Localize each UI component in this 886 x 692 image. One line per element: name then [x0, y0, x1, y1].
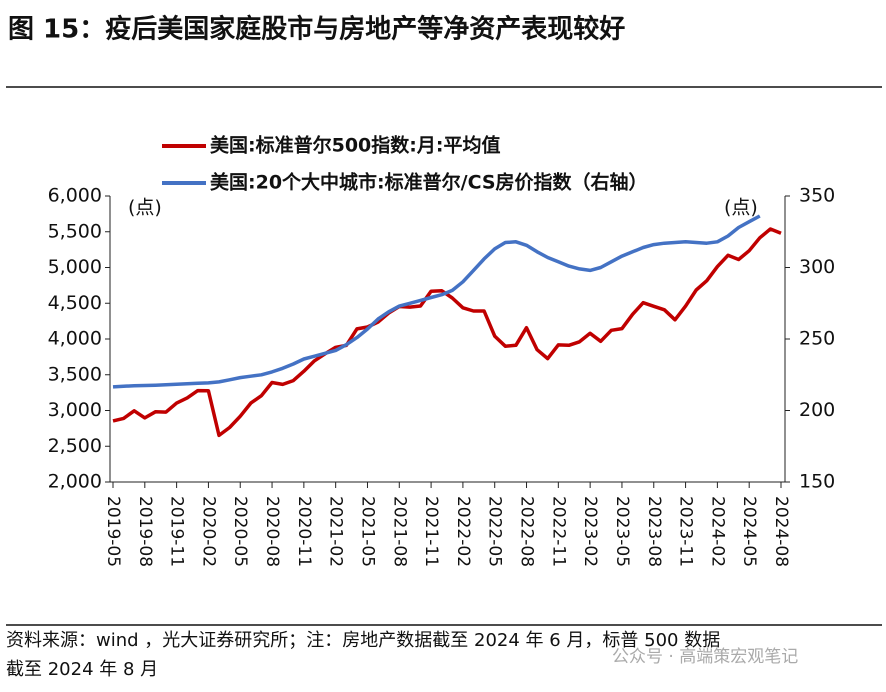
x-tick-label: 2021-11 [421, 496, 441, 567]
y-tick-label: 2,000 [48, 471, 102, 493]
x-tick-label: 2019-08 [135, 496, 155, 567]
y-tick-label: 5,500 [48, 220, 102, 242]
x-tick-label: 2024-08 [771, 496, 791, 567]
x-tick-label: 2020-11 [294, 496, 314, 567]
y-tick-label: 4,500 [48, 292, 102, 314]
x-tick-label: 2024-02 [707, 496, 727, 567]
x-tick-label: 2021-02 [326, 496, 346, 567]
x-tick-label: 2022-02 [453, 496, 473, 567]
y-tick-label: 4,000 [48, 328, 102, 350]
watermark: 公众号 · 高端策宏观笔记 [612, 647, 798, 667]
x-tick-label: 2023-02 [580, 496, 600, 567]
y-tick-label: 2,500 [48, 435, 102, 457]
y-tick-label: 5,000 [48, 256, 102, 278]
y-tick-label: 3,500 [48, 363, 102, 385]
series-line [112, 214, 761, 389]
x-tick-label: 2021-05 [357, 496, 377, 567]
legend-label: 美国:20个大中城市:标准普尔/CS房价指数（右轴） [210, 171, 648, 194]
y-unit-left: (点) [128, 197, 162, 219]
x-tick-label: 2021-08 [389, 496, 409, 567]
y2-tick-label: 300 [799, 256, 835, 278]
x-tick-label: 2023-08 [644, 496, 664, 567]
x-tick-label: 2019-11 [167, 496, 187, 567]
x-tick-label: 2020-08 [262, 496, 282, 567]
y2-tick-label: 150 [799, 471, 835, 493]
y2-tick-label: 200 [799, 399, 835, 421]
x-tick-label: 2019-05 [103, 496, 123, 567]
y2-tick-label: 250 [799, 328, 835, 350]
chart-title: 图 15：疫后美国家庭股市与房地产等净资产表现较好 [8, 14, 625, 45]
x-tick-label: 2022-11 [548, 496, 568, 567]
x-tick-label: 2023-05 [612, 496, 632, 567]
x-tick-label: 2022-08 [517, 496, 537, 567]
y2-tick-label: 350 [799, 185, 835, 207]
legend-label: 美国:标准普尔500指数:月:平均值 [210, 134, 500, 157]
x-tick-label: 2020-02 [198, 496, 218, 567]
x-tick-label: 2023-11 [676, 496, 696, 567]
source-text: 资料来源：wind ，光大证券研究所；注：房地产数据截至 2024 年 6 月，… [6, 630, 720, 651]
y-tick-label: 6,000 [48, 185, 102, 207]
source-text: 截至 2024 年 8 月 [6, 659, 158, 680]
series-line [112, 227, 782, 438]
y-unit-right: (点) [724, 197, 758, 219]
x-tick-label: 2022-05 [485, 496, 505, 567]
y-tick-label: 3,000 [48, 399, 102, 421]
x-tick-label: 2024-05 [739, 496, 759, 567]
x-tick-label: 2020-05 [230, 496, 250, 567]
